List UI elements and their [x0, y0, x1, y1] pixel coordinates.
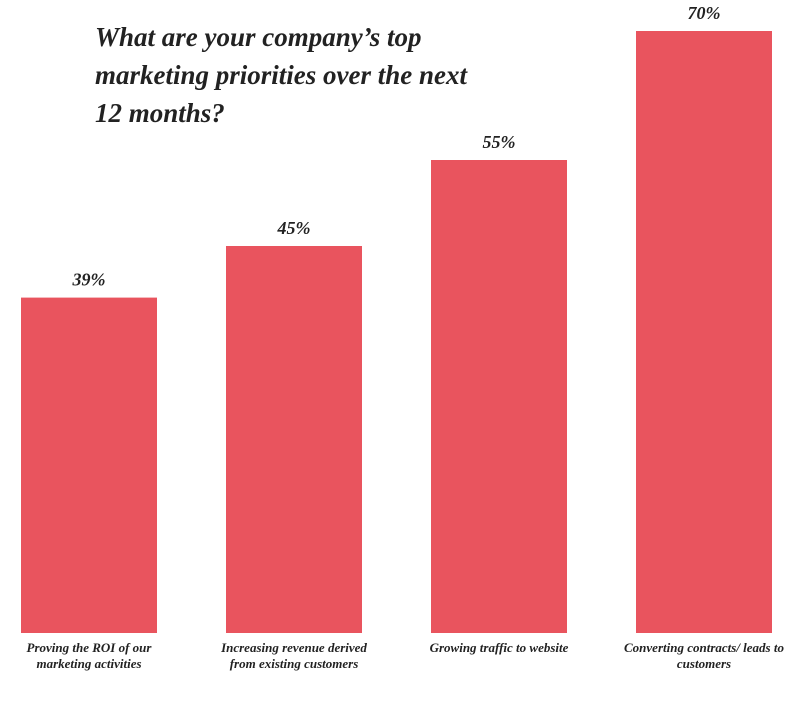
category-label: Growing traffic to website: [429, 640, 569, 655]
value-label: 39%: [72, 270, 106, 290]
bar: [226, 246, 362, 633]
value-label: 55%: [483, 132, 516, 152]
category-label: Proving the ROI of our marketing activit…: [26, 640, 152, 671]
category-label: Increasing revenue derived from existing…: [221, 640, 367, 671]
bar: [431, 160, 567, 633]
value-label: 70%: [688, 3, 721, 23]
bar: [21, 297, 157, 633]
category-label: Converting contracts/ leads to customers: [624, 640, 784, 671]
chart-title: What are your company’s top marketing pr…: [95, 22, 468, 128]
value-label: 45%: [277, 218, 311, 238]
bar: [636, 31, 772, 633]
